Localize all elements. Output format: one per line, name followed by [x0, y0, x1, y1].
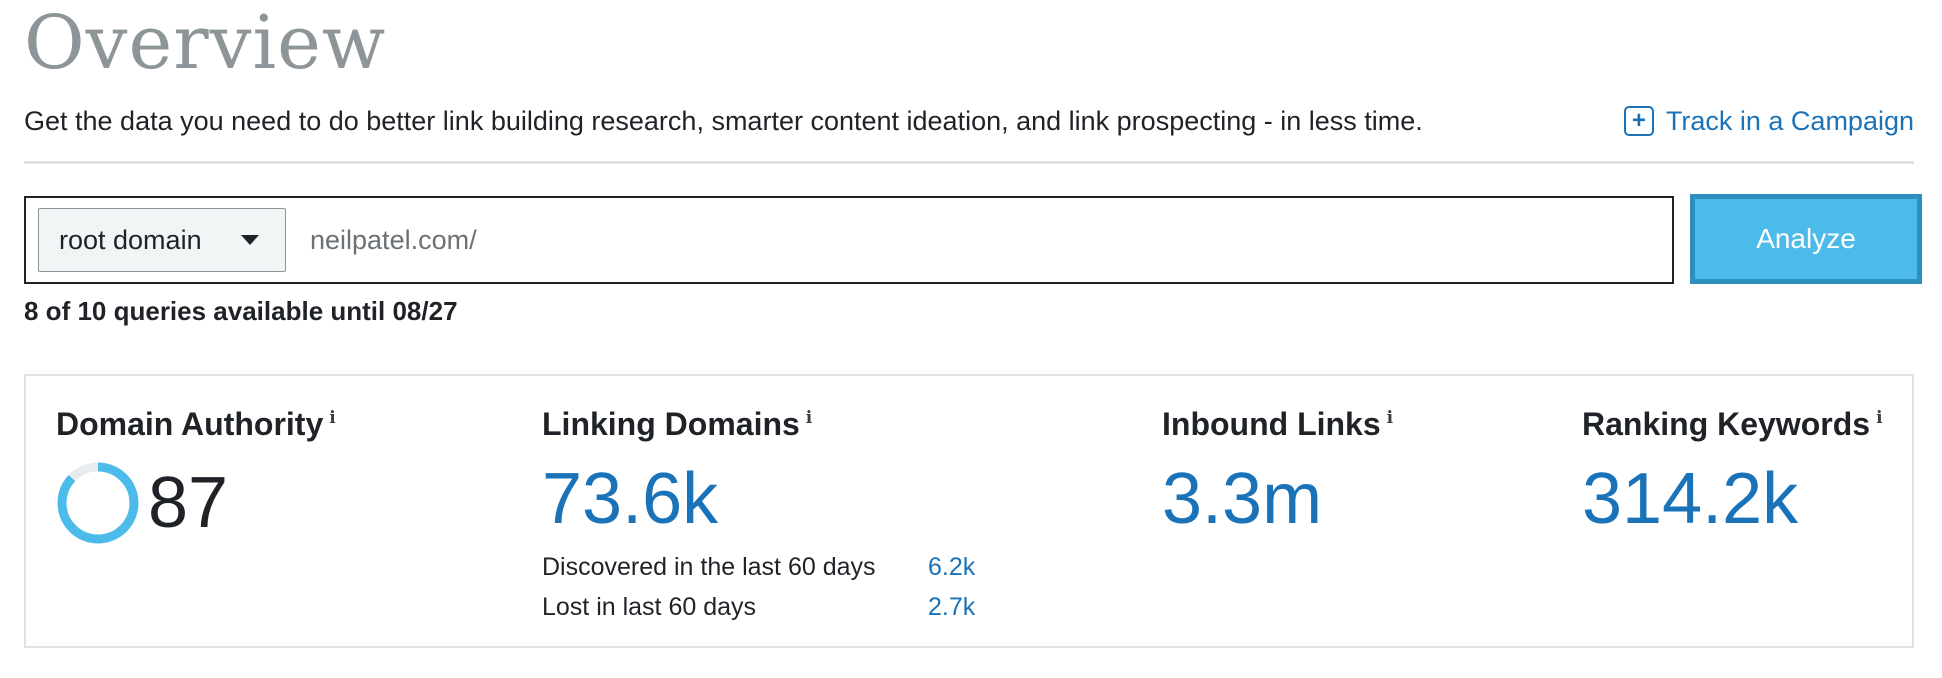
metrics-panel: Domain Authority i 87 Linking Domains i 73…: [24, 374, 1914, 648]
inbound-links-label: Inbound Links: [1162, 406, 1381, 442]
lost-value[interactable]: 2.7k: [928, 593, 976, 621]
metric-ranking-keywords: Ranking Keywords i 314.2k: [1582, 406, 1883, 535]
inbound-links-value[interactable]: 3.3m: [1162, 459, 1323, 539]
domain-authority-value: 87: [148, 463, 229, 543]
discovered-value[interactable]: 6.2k: [928, 553, 976, 581]
metric-domain-authority: Domain Authority i 87: [56, 406, 336, 545]
domain-authority-ring: [57, 462, 139, 544]
scope-dropdown[interactable]: root domain: [38, 208, 286, 272]
page-title: Overview: [24, 0, 387, 86]
track-in-campaign-link[interactable]: + Track in a Campaign: [1623, 104, 1914, 138]
metric-inbound-links: Inbound Links i 3.3m: [1162, 406, 1393, 535]
caret-down-icon: [241, 235, 259, 245]
discovered-row: Discovered in the last 60 days 6.2k: [542, 551, 975, 583]
search-bar: root domain: [24, 196, 1674, 284]
page-subtitle: Get the data you need to do better link …: [24, 106, 1423, 136]
scope-dropdown-value: root domain: [59, 224, 202, 255]
lost-row: Lost in last 60 days 2.7k: [542, 591, 975, 623]
linking-domains-label: Linking Domains: [542, 406, 800, 442]
info-icon[interactable]: i: [1386, 408, 1394, 429]
info-icon[interactable]: i: [805, 408, 813, 429]
info-icon[interactable]: i: [329, 408, 336, 429]
domain-authority-ring-fill: [57, 462, 139, 544]
ranking-keywords-label: Ranking Keywords: [1582, 406, 1871, 442]
header-divider: [24, 161, 1914, 164]
track-in-campaign-label: Track in a Campaign: [1665, 106, 1914, 136]
metric-linking-domains: Linking Domains i 73.6k Discovered in the…: [542, 406, 975, 623]
info-icon[interactable]: i: [1876, 408, 1883, 429]
url-input[interactable]: [310, 224, 1610, 256]
linking-domains-value[interactable]: 73.6k: [542, 459, 719, 539]
lost-label: Lost in last 60 days: [542, 593, 757, 621]
analyze-button[interactable]: Analyze: [1690, 194, 1922, 284]
plus-square-icon: +: [1623, 106, 1654, 136]
discovered-label: Discovered in the last 60 days: [542, 553, 876, 581]
queries-remaining-note: 8 of 10 queries available until 08/27: [24, 296, 458, 326]
ranking-keywords-value[interactable]: 314.2k: [1582, 459, 1799, 539]
domain-authority-label: Domain Authority: [56, 406, 324, 442]
